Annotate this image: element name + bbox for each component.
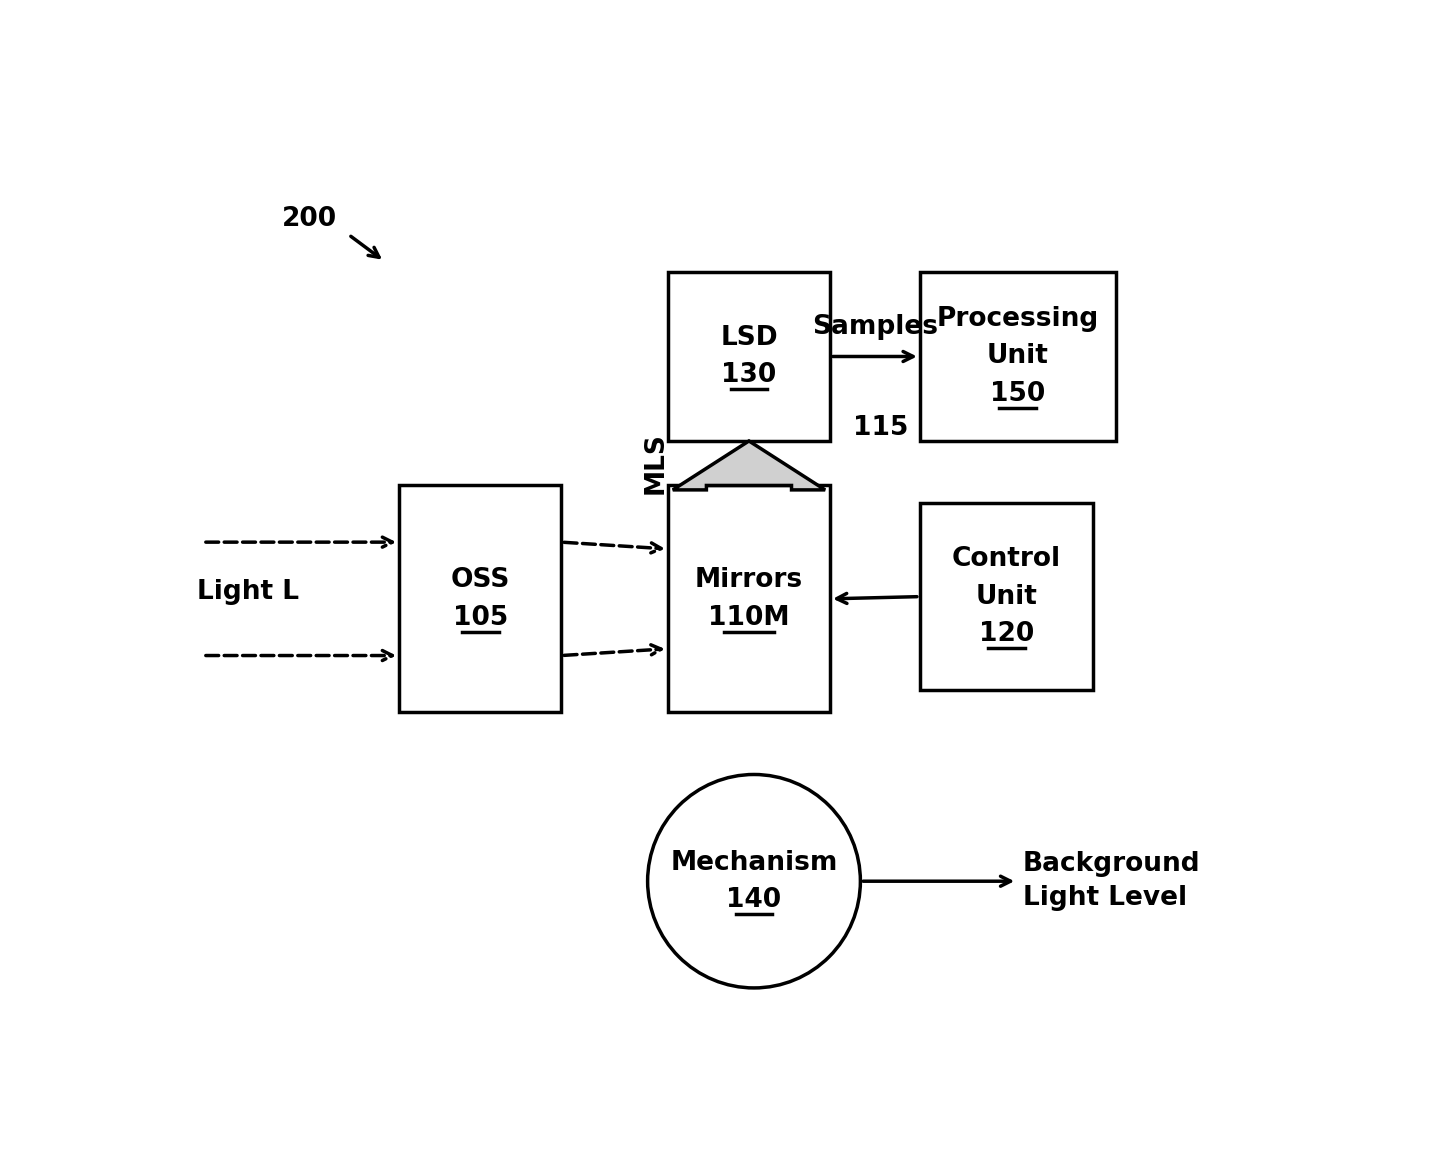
Bar (920, 273, 1116, 441)
FancyArrow shape (673, 441, 825, 490)
Ellipse shape (647, 775, 860, 988)
Text: 130: 130 (721, 363, 776, 388)
Text: Light Level: Light Level (1023, 885, 1186, 911)
Text: MLS: MLS (643, 432, 669, 494)
Text: OSS: OSS (451, 567, 510, 594)
Text: Mechanism: Mechanism (670, 850, 838, 875)
Text: Samples: Samples (812, 314, 938, 341)
Text: 105: 105 (452, 604, 507, 631)
Bar (399, 485, 561, 713)
Bar (920, 504, 1094, 690)
Text: 115: 115 (853, 415, 909, 441)
Text: 150: 150 (990, 381, 1045, 407)
Text: 140: 140 (727, 887, 782, 912)
Text: 200: 200 (282, 206, 337, 232)
Bar (668, 273, 829, 441)
Text: Unit: Unit (987, 343, 1049, 370)
Text: Processing: Processing (936, 306, 1098, 333)
Text: 120: 120 (978, 621, 1035, 647)
Bar (668, 485, 829, 713)
Text: Control: Control (952, 546, 1061, 572)
Text: 110M: 110M (708, 604, 790, 631)
Text: LSD: LSD (720, 325, 777, 351)
Text: Mirrors: Mirrors (695, 567, 803, 594)
Text: Unit: Unit (975, 583, 1038, 610)
Text: Background: Background (1023, 851, 1201, 878)
Text: Light L: Light L (197, 579, 299, 605)
